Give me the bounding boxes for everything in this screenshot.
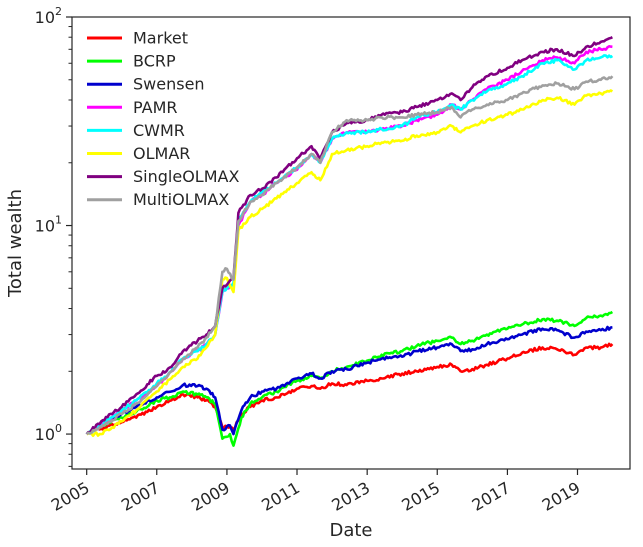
legend-item-market: Market xyxy=(87,29,188,48)
legend-label: SingleOLMAX xyxy=(133,167,239,186)
legend-label: OLMAR xyxy=(133,144,190,163)
series-line-bcrp xyxy=(85,310,614,447)
y-tick-exponent: 1 xyxy=(55,214,62,227)
legend-label: Market xyxy=(133,29,188,48)
series-line-swensen xyxy=(85,325,613,436)
series-line-olmar xyxy=(86,89,614,437)
y-tick-exponent: 0 xyxy=(55,422,62,435)
legend-item-olmar: OLMAR xyxy=(87,144,190,163)
y-axis-title: Total wealth xyxy=(5,189,26,298)
legend-item-bcrp: BCRP xyxy=(87,52,176,71)
series-line-multiolmax xyxy=(85,75,614,436)
legend-label: Swensen xyxy=(133,75,205,94)
series-line-market xyxy=(85,342,614,436)
legend-item-multiolmax: MultiOLMAX xyxy=(87,190,229,209)
plot-frame xyxy=(71,16,631,470)
legend-item-cwmr: CWMR xyxy=(87,121,185,140)
series-layer xyxy=(85,36,614,447)
x-axis-title: Date xyxy=(329,520,372,541)
legend: Market BCRP Swensen PAMR CWMR OLMAR SingleOLMA… xyxy=(87,29,239,209)
legend-label: MultiOLMAX xyxy=(133,190,229,209)
legend-label: BCRP xyxy=(133,52,176,71)
legend-item-swensen: Swensen xyxy=(87,75,205,94)
y-tick-exponent: 2 xyxy=(55,5,62,18)
legend-item-pamr: PAMR xyxy=(87,98,178,117)
legend-label: PAMR xyxy=(133,98,178,117)
legend-item-singleolmax: SingleOLMAX xyxy=(87,167,239,186)
legend-label: CWMR xyxy=(133,121,185,140)
